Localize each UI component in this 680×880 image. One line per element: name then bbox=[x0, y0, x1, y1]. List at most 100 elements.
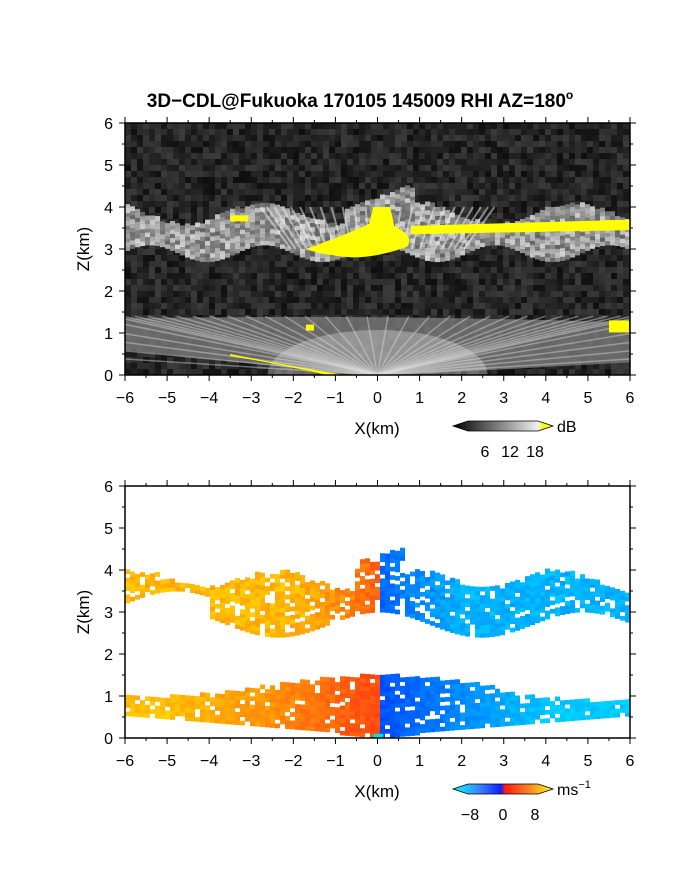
snr-noise-cell bbox=[305, 189, 311, 195]
snr-noise-cell bbox=[263, 195, 269, 201]
snr-noise-cell bbox=[311, 129, 317, 135]
snr-noise-cell bbox=[311, 135, 317, 141]
snr-noise-cell bbox=[473, 315, 479, 321]
snr-noise-cell bbox=[383, 165, 389, 171]
snr-cloud-cell bbox=[290, 235, 295, 241]
snr-noise-cell bbox=[131, 357, 137, 363]
snr-ray bbox=[161, 315, 378, 375]
snr-noise-cell bbox=[509, 309, 515, 315]
snr-cloud-cell bbox=[195, 256, 200, 261]
snr-cloud-cell bbox=[415, 252, 420, 258]
snr-noise-cell bbox=[209, 147, 215, 153]
snr-noise-cell bbox=[185, 153, 191, 159]
snr-noise-cell bbox=[581, 309, 587, 315]
snr-cloud-cell bbox=[560, 243, 565, 249]
snr-noise-cell bbox=[209, 279, 215, 285]
snr-noise-cell bbox=[173, 129, 179, 135]
snr-noise-cell bbox=[473, 297, 479, 303]
snr-noise-cell bbox=[233, 183, 239, 189]
snr-noise-cell bbox=[257, 123, 263, 129]
snr-noise-cell bbox=[617, 285, 623, 291]
snr-noise-cell bbox=[263, 291, 269, 297]
snr-noise-cell bbox=[365, 297, 371, 303]
snr-noise-cell bbox=[611, 255, 617, 261]
snr-cloud-cell bbox=[570, 231, 575, 237]
snr-noise-cell bbox=[545, 165, 551, 171]
snr-noise-cell bbox=[155, 141, 161, 147]
snr-noise-cell bbox=[599, 165, 605, 171]
snr-cloud-cell bbox=[560, 205, 565, 211]
velocity-cell bbox=[215, 616, 220, 622]
snr-noise-cell bbox=[443, 165, 449, 171]
snr-noise-cell bbox=[575, 135, 581, 141]
snr-noise-cell bbox=[359, 309, 365, 315]
snr-noise-cell bbox=[227, 291, 233, 297]
snr-noise-cell bbox=[311, 201, 317, 207]
snr-noise-cell bbox=[383, 153, 389, 159]
snr-noise-cell bbox=[281, 285, 287, 291]
snr-cloud-cell bbox=[580, 206, 585, 212]
snr-cloud-cell bbox=[495, 240, 500, 246]
snr-cloud-cell bbox=[150, 236, 155, 242]
snr-noise-cell bbox=[509, 279, 515, 285]
snr-noise-cell bbox=[587, 261, 593, 267]
velocity-cell bbox=[220, 693, 225, 699]
snr-noise-cell bbox=[605, 123, 611, 129]
snr-ray bbox=[227, 315, 378, 375]
snr-noise-cell bbox=[425, 261, 431, 267]
snr-noise-cell bbox=[617, 273, 623, 279]
snr-cloud-cell bbox=[545, 231, 550, 237]
snr-noise-cell bbox=[425, 303, 431, 309]
snr-cloud-cell bbox=[360, 202, 365, 207]
snr-noise-cell bbox=[377, 183, 383, 189]
snr-noise-cell bbox=[479, 273, 485, 279]
snr-noise-cell bbox=[149, 303, 155, 309]
snr-noise-cell bbox=[377, 297, 383, 303]
snr-noise-cell bbox=[449, 279, 455, 285]
velocity-cell bbox=[125, 711, 130, 717]
snr-noise-cell bbox=[161, 369, 167, 375]
velocity-cell bbox=[190, 708, 195, 714]
snr-noise-cell bbox=[527, 177, 533, 183]
snr-cloud-cell bbox=[260, 211, 265, 216]
snr-noise-cell bbox=[233, 153, 239, 159]
snr-noise-cell bbox=[515, 195, 521, 201]
snr-noise-cell bbox=[251, 183, 257, 189]
snr-noise-cell bbox=[209, 129, 215, 135]
snr-noise-cell bbox=[575, 297, 581, 303]
snr-noise-cell bbox=[551, 159, 557, 165]
snr-noise-cell bbox=[539, 183, 545, 189]
snr-noise-cell bbox=[563, 189, 569, 195]
velocity-cell bbox=[150, 577, 155, 583]
snr-cloud-cell bbox=[245, 210, 250, 216]
snr-noise-cell bbox=[341, 171, 347, 177]
snr-noise-cell bbox=[161, 249, 167, 255]
snr-noise-cell bbox=[509, 159, 515, 165]
snr-noise-cell bbox=[155, 195, 161, 201]
snr-noise-cell bbox=[623, 309, 629, 315]
snr-cloud-cell bbox=[210, 231, 215, 237]
snr-noise-cell bbox=[551, 141, 557, 147]
snr-noise-cell bbox=[197, 357, 203, 363]
snr-cloud-cell bbox=[170, 237, 175, 243]
snr-cloud-cell bbox=[205, 223, 210, 229]
snr-noise-cell bbox=[611, 165, 617, 171]
snr-noise-cell bbox=[251, 291, 257, 297]
snr-noise-cell bbox=[395, 249, 401, 255]
snr-noise-cell bbox=[563, 141, 569, 147]
snr-noise-cell bbox=[365, 255, 371, 261]
snr-noise-cell bbox=[599, 201, 605, 207]
snr-noise-cell bbox=[155, 357, 161, 363]
snr-cloud-cell bbox=[425, 205, 430, 211]
snr-noise-cell bbox=[539, 315, 545, 321]
snr-noise-cell bbox=[299, 267, 305, 273]
snr-noise-cell bbox=[251, 201, 257, 207]
snr-noise-cell bbox=[575, 195, 581, 201]
snr-cloud-cell bbox=[545, 252, 550, 258]
snr-noise-cell bbox=[563, 363, 569, 369]
snr-noise-cell bbox=[437, 309, 443, 315]
snr-noise-cell bbox=[593, 249, 599, 255]
snr-cloud-cell bbox=[140, 237, 145, 242]
velocity-cell bbox=[135, 586, 140, 592]
